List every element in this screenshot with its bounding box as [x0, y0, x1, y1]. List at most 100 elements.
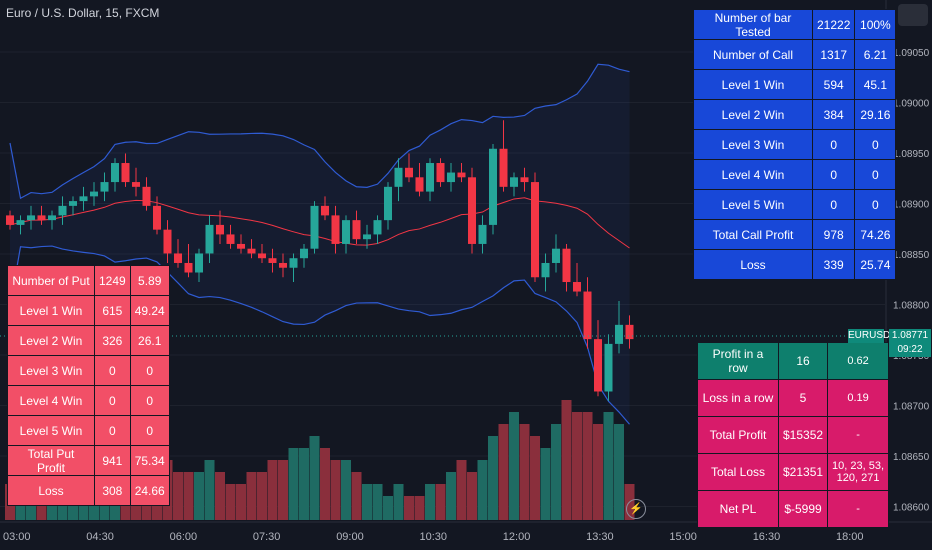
volume-bar: [561, 400, 572, 520]
volume-bar: [309, 436, 320, 520]
table-cell: 0: [854, 159, 897, 190]
candle-body: [27, 215, 35, 221]
table-row: Profit in a row 16 0.62: [697, 342, 890, 380]
candle-body: [510, 177, 518, 187]
bollinger-lower-line: [9, 245, 630, 425]
table-cell: Level 1 Win: [693, 69, 813, 100]
volume-bar: [614, 424, 624, 520]
price-tick-label: 1.08600: [893, 503, 930, 514]
call-stats-table: Number of bar Tested 21222 100% Number of C…: [693, 9, 897, 280]
candle-body: [153, 205, 161, 230]
table-cell: 0: [811, 159, 856, 190]
volume-bar: [351, 472, 362, 520]
table-row: Level 3 Win 0 0: [7, 355, 170, 386]
bollinger-band-fill: [10, 64, 630, 425]
volume-bar: [257, 472, 267, 520]
candle-body: [552, 248, 560, 263]
summary-stats-table: Profit in a row 16 0.62 Loss in a row 5 0.19 T…: [697, 342, 890, 528]
candle-body: [268, 258, 277, 263]
current-price-label: 1.08771 09:22: [889, 329, 931, 357]
chart-title: Euro / U.S. Dollar, 15, FXCM: [6, 6, 160, 20]
table-cell: Level 2 Win: [693, 99, 813, 130]
candle-body: [415, 177, 424, 192]
candle-body: [573, 282, 581, 292]
volume-bar: [330, 460, 341, 520]
bar-countdown: 09:22: [897, 344, 923, 355]
candle-body: [184, 262, 193, 273]
time-tick-label: 06:00: [170, 531, 198, 543]
table-row: Total Loss $21351 10, 23, 53, 120, 271: [697, 453, 890, 491]
table-cell: Net PL: [697, 490, 779, 528]
chart-menu-button[interactable]: [898, 4, 928, 26]
table-cell: 5: [777, 379, 829, 417]
table-cell: 0.19: [827, 379, 890, 417]
table-cell: $-5999: [777, 490, 829, 528]
table-cell: 0.62: [827, 342, 890, 380]
table-cell: 384: [811, 99, 856, 130]
table-row: Total Call Profit 978 74.26: [693, 219, 897, 250]
table-cell: 6.21: [854, 39, 897, 70]
candle-body: [331, 215, 340, 244]
volume-bar: [393, 484, 404, 520]
volume-bar: [582, 412, 593, 520]
table-row: Number of bar Tested 21222 100%: [693, 9, 897, 40]
candle-body: [69, 201, 77, 206]
candle-body: [625, 324, 634, 340]
table-cell: Total Put Profit: [7, 445, 95, 476]
table-cell: Total Profit: [697, 416, 779, 454]
table-cell: Loss: [693, 249, 813, 280]
time-tick-label: 15:00: [669, 531, 697, 543]
volume-bar: [603, 412, 614, 520]
candle-body: [342, 220, 350, 244]
volume-bar: [404, 496, 414, 520]
candle-body: [289, 258, 298, 268]
table-cell: 0: [94, 415, 131, 446]
table-cell: 49.24: [129, 295, 170, 326]
table-cell: -: [827, 490, 890, 528]
table-cell: Number of bar Tested: [693, 9, 813, 40]
candle-body: [6, 215, 14, 225]
candle-body: [310, 205, 319, 249]
candle-body: [604, 343, 613, 392]
candle-body: [48, 215, 56, 221]
table-cell: Loss: [7, 475, 95, 506]
table-cell: 24.66: [129, 475, 170, 506]
table-cell: $15352: [777, 416, 829, 454]
time-tick-label: 10:30: [420, 531, 448, 543]
candle-body: [499, 148, 508, 187]
volume-bar: [173, 472, 183, 520]
volume-bar: [288, 448, 299, 520]
volume-bar: [435, 484, 446, 520]
candle-body: [163, 229, 172, 254]
table-cell: 339: [811, 249, 856, 280]
volume-bar: [299, 448, 309, 520]
bollinger-upper-line: [9, 63, 630, 200]
table-row: Level 2 Win 326 26.1: [7, 325, 170, 356]
volume-bar: [446, 472, 456, 520]
table-cell: 100%: [854, 9, 897, 40]
candle-body: [279, 262, 287, 268]
candle-body: [300, 248, 308, 259]
table-cell: Level 3 Win: [7, 355, 95, 386]
candle-body: [58, 205, 67, 216]
price-tick-label: 1.09050: [893, 48, 930, 59]
candle-body: [436, 163, 445, 183]
table-cell: 941: [94, 445, 131, 476]
table-cell: 0: [811, 129, 856, 160]
volume-bar: [519, 424, 530, 520]
table-cell: 1317: [811, 39, 856, 70]
volume-bar: [278, 460, 288, 520]
lightning-icon[interactable]: ⚡: [626, 499, 646, 519]
volume-bar: [362, 484, 372, 520]
volume-bar: [456, 460, 467, 520]
table-cell: 25.74: [854, 249, 897, 280]
table-cell: Level 4 Win: [693, 159, 813, 190]
volume-bar: [225, 484, 236, 520]
time-tick-label: 09:00: [336, 531, 364, 543]
table-cell: Loss in a row: [697, 379, 779, 417]
table-row: Level 4 Win 0 0: [693, 159, 897, 190]
table-cell: 1249: [94, 265, 131, 296]
price-tick-label: 1.08850: [893, 250, 930, 261]
volume-bar: [320, 448, 330, 520]
table-row: Level 1 Win 615 49.24: [7, 295, 170, 326]
